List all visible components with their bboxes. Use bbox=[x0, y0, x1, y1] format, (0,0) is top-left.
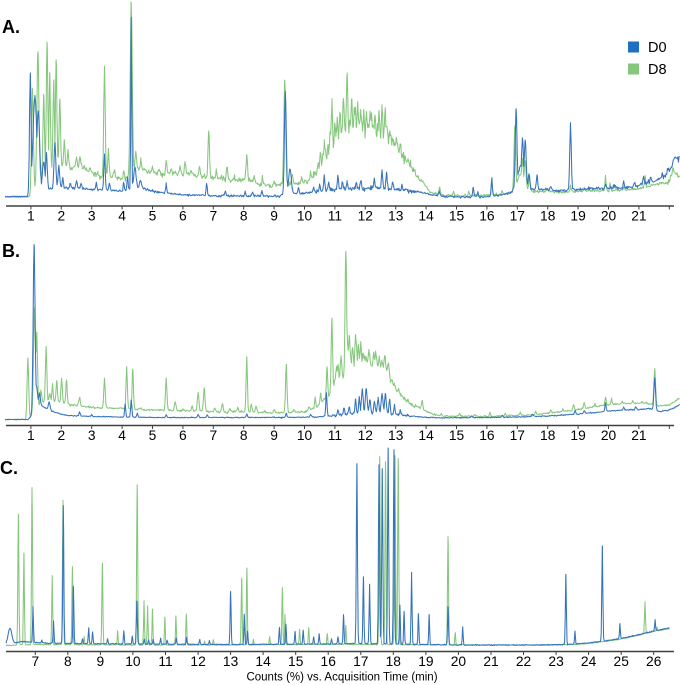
svg-text:20: 20 bbox=[601, 209, 617, 224]
svg-text:12: 12 bbox=[358, 209, 373, 224]
svg-text:21: 21 bbox=[631, 428, 646, 443]
svg-text:C.: C. bbox=[0, 458, 18, 478]
svg-text:14: 14 bbox=[418, 209, 434, 224]
svg-text:17: 17 bbox=[510, 209, 525, 224]
svg-text:18: 18 bbox=[540, 209, 556, 224]
svg-text:19: 19 bbox=[570, 209, 586, 224]
svg-text:16: 16 bbox=[479, 209, 495, 224]
svg-text:5: 5 bbox=[149, 428, 157, 443]
svg-text:6: 6 bbox=[179, 209, 187, 224]
svg-text:18: 18 bbox=[540, 428, 556, 443]
svg-text:20: 20 bbox=[601, 428, 617, 443]
svg-text:24: 24 bbox=[581, 654, 597, 669]
svg-text:11: 11 bbox=[328, 209, 342, 224]
svg-text:16: 16 bbox=[479, 428, 495, 443]
svg-text:22: 22 bbox=[516, 654, 531, 669]
svg-text:1: 1 bbox=[27, 428, 35, 443]
svg-text:7: 7 bbox=[209, 428, 217, 443]
svg-text:9: 9 bbox=[270, 209, 278, 224]
svg-text:8: 8 bbox=[64, 654, 72, 669]
svg-text:Counts (%) vs. Acquisition Tim: Counts (%) vs. Acquisition Time (min) bbox=[246, 671, 437, 683]
svg-text:8: 8 bbox=[240, 209, 248, 224]
svg-text:12: 12 bbox=[190, 654, 205, 669]
svg-text:12: 12 bbox=[358, 428, 373, 443]
svg-text:7: 7 bbox=[31, 654, 39, 669]
svg-text:5: 5 bbox=[149, 209, 157, 224]
svg-text:11: 11 bbox=[158, 654, 172, 669]
svg-text:3: 3 bbox=[88, 428, 96, 443]
svg-text:13: 13 bbox=[223, 654, 239, 669]
svg-text:11: 11 bbox=[328, 428, 342, 443]
svg-text:15: 15 bbox=[449, 209, 465, 224]
svg-text:7: 7 bbox=[209, 209, 217, 224]
svg-text:8: 8 bbox=[240, 428, 248, 443]
svg-text:4: 4 bbox=[118, 209, 126, 224]
svg-text:17: 17 bbox=[510, 428, 525, 443]
svg-text:D0: D0 bbox=[648, 40, 667, 56]
svg-text:14: 14 bbox=[418, 428, 434, 443]
svg-text:4: 4 bbox=[118, 428, 126, 443]
svg-text:9: 9 bbox=[97, 654, 105, 669]
svg-text:25: 25 bbox=[614, 654, 630, 669]
svg-text:21: 21 bbox=[631, 209, 646, 224]
svg-text:13: 13 bbox=[388, 428, 404, 443]
svg-text:20: 20 bbox=[451, 654, 467, 669]
svg-text:10: 10 bbox=[125, 654, 141, 669]
svg-text:15: 15 bbox=[288, 654, 304, 669]
svg-text:18: 18 bbox=[386, 654, 402, 669]
svg-text:2: 2 bbox=[57, 428, 65, 443]
svg-text:21: 21 bbox=[483, 654, 498, 669]
svg-text:14: 14 bbox=[255, 654, 271, 669]
svg-text:6: 6 bbox=[179, 428, 187, 443]
svg-text:3: 3 bbox=[88, 209, 96, 224]
svg-text:9: 9 bbox=[270, 428, 278, 443]
svg-text:16: 16 bbox=[321, 654, 337, 669]
svg-text:15: 15 bbox=[449, 428, 465, 443]
svg-text:17: 17 bbox=[353, 654, 368, 669]
svg-text:10: 10 bbox=[297, 428, 313, 443]
svg-text:1: 1 bbox=[27, 209, 35, 224]
svg-text:A.: A. bbox=[2, 17, 20, 37]
svg-text:13: 13 bbox=[388, 209, 404, 224]
svg-text:10: 10 bbox=[297, 209, 313, 224]
svg-text:23: 23 bbox=[548, 654, 564, 669]
svg-text:D8: D8 bbox=[648, 62, 667, 78]
svg-text:2: 2 bbox=[57, 209, 65, 224]
svg-text:26: 26 bbox=[646, 654, 662, 669]
svg-text:19: 19 bbox=[418, 654, 434, 669]
svg-text:19: 19 bbox=[570, 428, 586, 443]
svg-text:B.: B. bbox=[2, 241, 20, 261]
